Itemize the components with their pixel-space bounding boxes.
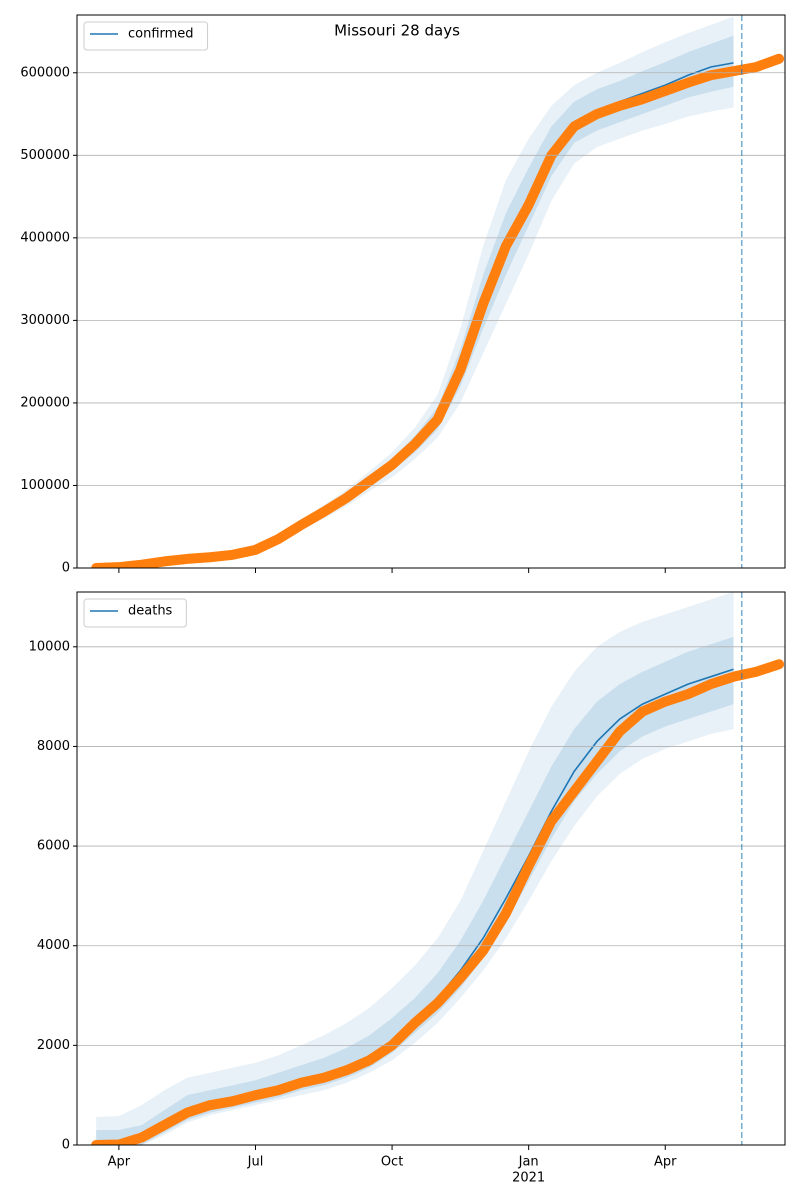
x-tick-label: Apr: [108, 1155, 131, 1170]
y-tick-label: 6000: [37, 839, 70, 854]
y-tick-label: 100000: [20, 478, 70, 493]
legend-label: deaths: [128, 604, 173, 619]
axes-frame: [76, 14, 786, 569]
legend: deaths: [83, 598, 187, 628]
y-tick-label: 300000: [20, 313, 70, 328]
legend-box: [83, 598, 187, 628]
y-tick-label: 600000: [20, 65, 70, 80]
y-tick-label: 0: [62, 561, 70, 576]
x-tick-label: Jan: [518, 1155, 539, 1170]
y-tick-label: 10000: [29, 639, 70, 654]
chart-title: Missouri 28 days: [334, 22, 460, 40]
plot-area: [91, 592, 785, 1145]
observed-points: [91, 659, 785, 1145]
axes-frame: [76, 591, 786, 1146]
confidence-band: [96, 35, 734, 568]
y-tick-label: 2000: [37, 1038, 70, 1053]
plot-area: [91, 16, 785, 568]
confidence-band: [96, 16, 734, 568]
y-tick-label: 500000: [20, 148, 70, 163]
observed-points: [91, 53, 785, 568]
model-line: [96, 62, 734, 568]
y-tick-label: 8000: [37, 739, 70, 754]
x-tick-label: Apr: [654, 1155, 677, 1170]
y-tick-label: 4000: [37, 938, 70, 953]
confidence-band: [96, 636, 734, 1145]
y-tick-label: 200000: [20, 395, 70, 410]
legend-box: [83, 21, 209, 51]
y-tick-label: 400000: [20, 230, 70, 245]
confidence-band: [96, 592, 734, 1145]
legend-label: confirmed: [128, 27, 194, 42]
y-tick-label: 0: [62, 1138, 70, 1153]
x-tick-sublabel: 2021: [512, 1171, 545, 1186]
x-tick-label: Oct: [381, 1155, 403, 1170]
x-tick-label: Jul: [247, 1155, 264, 1170]
legend: confirmed: [83, 21, 209, 51]
